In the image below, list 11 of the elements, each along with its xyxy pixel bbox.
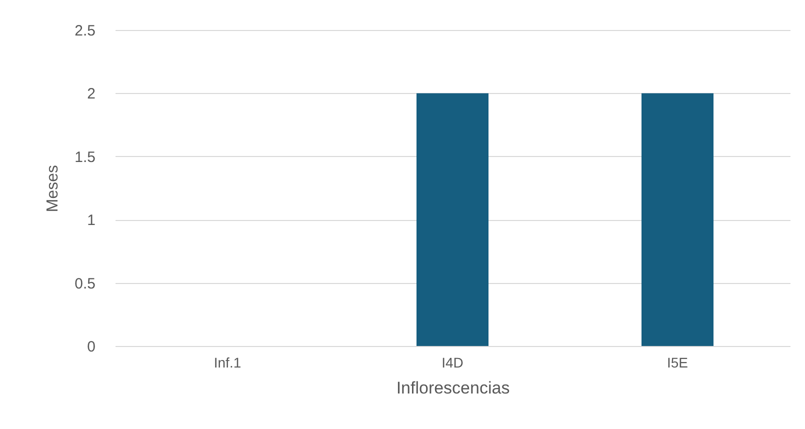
y-tick-label: 1 [87,212,96,230]
x-tick-label: Inf.1 [214,354,242,370]
x-tick-label: I5E [666,354,688,370]
y-tick-label: 0.5 [74,275,96,292]
y-tick-label: 2.5 [74,22,96,40]
y-tick-label: 2 [87,86,96,103]
y-tick-label: 1.5 [74,148,96,166]
y-tick-label: 0 [87,338,96,356]
y-axis-title: Meses [44,164,62,212]
x-axis-title: Inflorescencias [396,378,510,398]
x-tick-label: I4D [442,354,464,370]
